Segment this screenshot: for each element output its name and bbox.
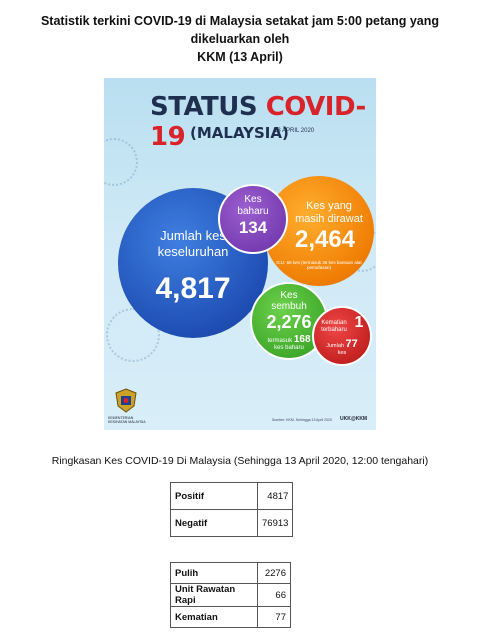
- deaths-total-value: 77: [257, 606, 291, 628]
- infographic-subtitle: (MALAYSIA): [190, 124, 289, 142]
- recovered-label: Pulih: [170, 562, 258, 584]
- headline: Statistik terkini COVID-19 di Malaysia s…: [10, 12, 470, 66]
- new-value: 134: [238, 218, 268, 237]
- positive-label: Positif: [170, 482, 258, 510]
- title-status: STATUS: [150, 92, 258, 122]
- title-covid: COVID-19: [150, 92, 366, 152]
- recovered-sub-prefix: termasuk: [267, 338, 293, 344]
- headline-line-2: KKM (13 April): [197, 50, 283, 64]
- covid-status-infographic: STATUS COVID-19 (MALAYSIA) 13 APRIL 2020…: [104, 78, 376, 430]
- table-row: Pulih 2276: [170, 562, 291, 584]
- table-row: Negatif 76913: [170, 509, 294, 537]
- recovered-sub: termasuk 168 kes baharu: [252, 334, 326, 351]
- total-label-1: Jumlah kes: [160, 228, 226, 243]
- virus-decoration-icon: [104, 138, 138, 186]
- recovered-sub-suffix: kes baharu: [274, 345, 304, 351]
- ministry-label: KEMENTERIAN KESIHATAN MALAYSIA: [108, 416, 146, 424]
- recovered-total-value: 2276: [257, 562, 291, 584]
- new-cases-bubble: Kes baharu 134: [218, 184, 288, 254]
- treatment-label-1: Kes yang: [306, 200, 352, 212]
- treatment-icu-note: ICU: 66 kes (termasuk 36 kes bantuan ala…: [276, 260, 362, 270]
- treatment-label-2: masih dirawat: [295, 213, 363, 225]
- table-row: Positif 4817: [170, 482, 294, 510]
- treatment-value: 2,464: [294, 226, 356, 253]
- recovered-value: 2,276: [266, 312, 312, 332]
- deaths-sub: Jumlah 77 kes: [314, 338, 370, 356]
- infographic-title: STATUS COVID-19: [150, 92, 376, 152]
- deaths-label-1: Kematian: [321, 320, 347, 326]
- deaths-label: Kematian: [170, 606, 258, 628]
- deaths-label-2: terbaharu: [321, 327, 347, 333]
- new-label-2: baharu: [237, 206, 269, 217]
- icu-label: Unit Rawatan Rapi: [170, 583, 258, 607]
- deaths-sub-value: 77: [345, 338, 358, 350]
- deaths-value: 1: [354, 314, 364, 331]
- negative-value: 76913: [256, 509, 294, 537]
- infographic-date: 13 APRIL 2020: [274, 128, 315, 134]
- deaths-sub-prefix: Jumlah: [326, 343, 344, 349]
- negative-label: Negatif: [170, 509, 258, 537]
- total-value: 4,817: [155, 272, 231, 305]
- deaths-bubble: Kematian terbaharu 1 Jumlah 77 kes: [312, 306, 372, 366]
- table-row: Unit Rawatan Rapi 66: [170, 583, 291, 607]
- recovered-label-2: sembuh: [271, 301, 307, 312]
- source-tag: UKK@KKM: [340, 416, 368, 422]
- recovered-label-1: Kes: [280, 290, 298, 301]
- summary-table-tests: Positif 4817 Negatif 76913: [170, 482, 294, 537]
- summary-table-outcomes: Pulih 2276 Unit Rawatan Rapi 66 Kematian…: [170, 562, 291, 628]
- total-label-2: keseluruhan: [157, 244, 229, 259]
- summary-title: Ringkasan Kes COVID-19 Di Malaysia (Sehi…: [51, 455, 429, 467]
- table-row: Kematian 77: [170, 606, 291, 628]
- icu-value: 66: [257, 583, 291, 607]
- deaths-sub-label: kes: [337, 350, 347, 356]
- positive-value: 4817: [256, 482, 294, 510]
- source-note: Sumber: KKM, Sehingga 13 April 2020: [272, 418, 332, 422]
- recovered-sub-value: 168: [293, 334, 311, 345]
- headline-line-1: Statistik terkini COVID-19 di Malaysia s…: [40, 14, 440, 46]
- ministry-crest-icon: [115, 388, 137, 413]
- new-label-1: Kes: [244, 194, 262, 205]
- in-treatment-bubble: Kes yang masih dirawat 2,464 ICU: 66 kes…: [264, 176, 374, 286]
